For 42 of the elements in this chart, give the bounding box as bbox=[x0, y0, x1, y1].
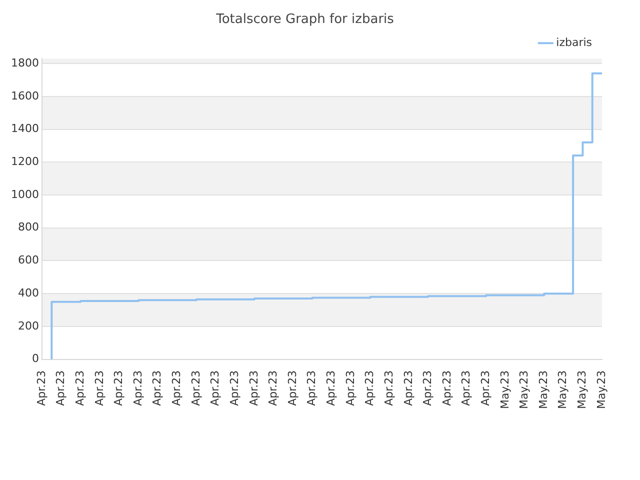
x-tick-label: Apr.23 bbox=[247, 370, 260, 406]
x-tick-label: Apr.23 bbox=[112, 370, 126, 406]
x-tick-label: May.23 bbox=[594, 370, 608, 410]
x-tick-label: Apr.23 bbox=[189, 370, 202, 406]
x-tick-label: Apr.23 bbox=[478, 370, 492, 406]
x-tick-label: May.23 bbox=[556, 370, 570, 410]
x-tick-label: Apr.23 bbox=[150, 370, 164, 406]
x-tick-label: Apr.23 bbox=[382, 370, 396, 406]
legend-label: izbaris bbox=[556, 36, 592, 49]
x-tick-label: Apr.23 bbox=[305, 370, 318, 406]
x-tick-label: Apr.23 bbox=[460, 370, 473, 406]
y-tick-label: 200 bbox=[18, 319, 39, 332]
x-tick-label: Apr.23 bbox=[170, 370, 184, 406]
x-tick-label: Apr.23 bbox=[324, 370, 338, 406]
x-tick-label: Apr.23 bbox=[440, 370, 454, 406]
y-tick-label: 1000 bbox=[10, 188, 39, 201]
y-tick-label: 800 bbox=[18, 220, 39, 234]
x-tick-label: May.23 bbox=[498, 370, 512, 410]
x-tick-label: Apr.23 bbox=[363, 370, 376, 406]
x-tick-label: Apr.23 bbox=[421, 370, 434, 406]
x-tick-label: May.23 bbox=[536, 370, 550, 410]
x-tick-label: Apr.23 bbox=[34, 370, 48, 406]
x-tick-label: May.23 bbox=[576, 370, 589, 410]
y-tick-label: 1200 bbox=[10, 154, 39, 168]
x-tick-label: Apr.23 bbox=[92, 370, 106, 406]
chart-title: Totalscore Graph for izbaris bbox=[215, 12, 394, 28]
y-tick-label: 400 bbox=[18, 286, 39, 300]
x-tick-label: Apr.23 bbox=[54, 370, 68, 406]
y-tick-label: 0 bbox=[32, 352, 39, 366]
x-tick-label: Apr.23 bbox=[228, 370, 241, 406]
y-tick-label: 1400 bbox=[10, 122, 39, 136]
x-tick-label: Apr.23 bbox=[73, 370, 86, 406]
x-tick-label: Apr.23 bbox=[131, 370, 144, 406]
x-tick-label: Apr.23 bbox=[266, 370, 280, 406]
x-tick-label: Apr.23 bbox=[344, 370, 357, 406]
y-tick-label: 600 bbox=[18, 254, 39, 267]
x-tick-label: May.23 bbox=[518, 370, 531, 410]
y-tick-label: 1800 bbox=[10, 56, 39, 70]
x-tick-label: Apr.23 bbox=[208, 370, 222, 406]
x-tick-label: Apr.23 bbox=[402, 370, 415, 406]
x-tick-label: Apr.23 bbox=[286, 370, 299, 406]
y-tick-label: 1600 bbox=[10, 89, 39, 102]
